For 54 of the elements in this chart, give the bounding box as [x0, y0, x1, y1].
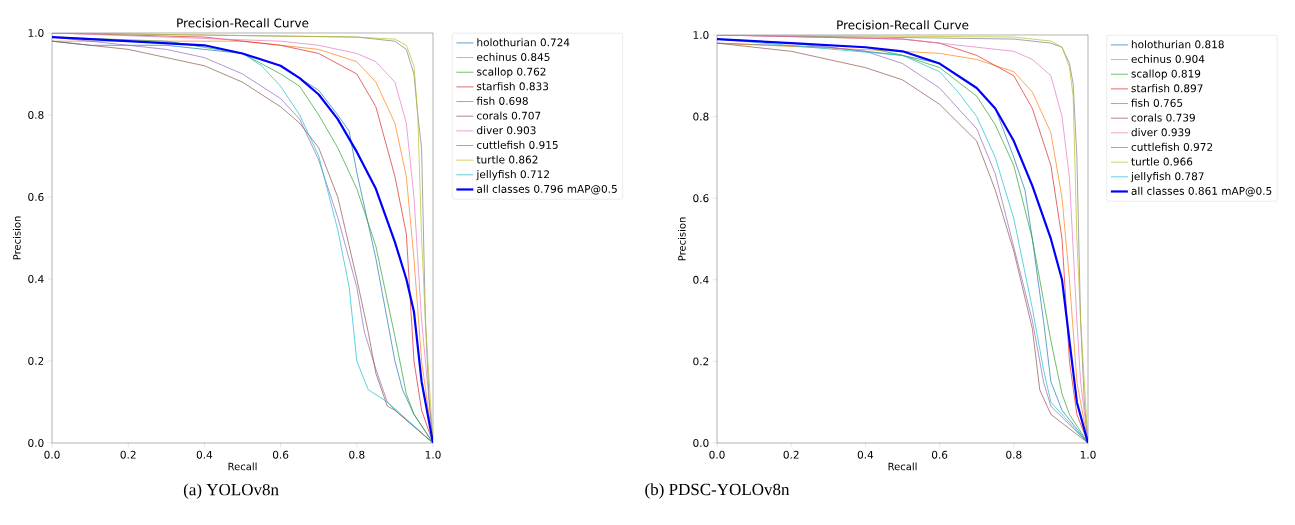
y-tick-label: 0.8 [693, 112, 709, 121]
legend-label: scallop 0.762 [477, 67, 546, 78]
x-axis-title: Recall [228, 462, 257, 471]
legend-label: starfish 0.897 [1131, 84, 1203, 93]
x-tick-label: 0.2 [783, 450, 799, 459]
legend-label: holothurian 0.818 [1131, 40, 1224, 49]
x-axis-title: Recall [888, 462, 917, 471]
x-tick-label: 0.8 [1006, 450, 1022, 459]
y-tick-label: 0.0 [693, 439, 709, 447]
x-tick-label: 0.6 [931, 450, 948, 459]
legend-label: fish 0.698 [476, 96, 528, 105]
x-tick-label: 0.2 [120, 450, 136, 459]
x-tick-label: 1.0 [1080, 450, 1096, 459]
x-tick-label: 0.4 [857, 450, 874, 459]
legend-label: all classes 0.861 mAP@0.5 [1131, 186, 1272, 197]
x-tick-label: 0.8 [349, 450, 365, 459]
legend-label: echinus 0.904 [1131, 54, 1205, 63]
text: (a) YOLOv8n [183, 483, 279, 499]
y-tick-label: 0.6 [693, 194, 709, 203]
legend-label: turtle 0.966 [1131, 157, 1193, 166]
x-tick-label: 0.0 [709, 450, 725, 459]
y-tick-label: 0.4 [693, 275, 709, 284]
y-axis-title: Precision [677, 217, 686, 261]
text: (b) PDSC-YOLOv8n [645, 483, 790, 499]
legend-label: diver 0.903 [477, 126, 536, 135]
y-tick-label: 1.0 [693, 31, 709, 39]
y-tick-label: 0.0 [28, 439, 44, 447]
y-tick-label: 0.2 [693, 357, 709, 366]
legend-label: diver 0.939 [1131, 128, 1191, 137]
legend-label: corals 0.739 [1131, 113, 1195, 122]
y-axis-title: Precision [12, 216, 21, 260]
y-tick-label: 0.8 [28, 111, 44, 119]
chart-title: Precision-Recall Curve [837, 20, 969, 30]
legend-label: cuttlefish 0.915 [477, 140, 558, 149]
x-tick-label: 1.0 [425, 450, 441, 459]
legend-label: scallop 0.819 [1131, 69, 1201, 80]
x-tick-label: 0.0 [44, 450, 60, 459]
legend-label: echinus 0.845 [477, 52, 550, 61]
y-tick-label: 1.0 [28, 29, 44, 37]
legend-label: corals 0.707 [477, 111, 541, 120]
legend-label: turtle 0.862 [476, 155, 538, 164]
legend-label: starfish 0.833 [477, 82, 549, 91]
legend-label: fish 0.765 [1131, 98, 1183, 107]
chart-title: Precision-Recall Curve [177, 18, 309, 28]
x-tick-label: 0.4 [196, 450, 213, 459]
y-tick-label: 0.4 [28, 275, 44, 283]
legend-label: jellyfish 0.712 [476, 170, 549, 181]
legend-label: holothurian 0.724 [477, 38, 570, 47]
legend-label: jellyfish 0.787 [1130, 172, 1204, 183]
x-tick-label: 0.6 [272, 450, 289, 459]
legend-label: cuttlefish 0.972 [1131, 142, 1213, 151]
y-tick-label: 0.6 [28, 193, 44, 201]
legend-label: all classes 0.796 mAP@0.5 [477, 184, 617, 195]
y-tick-label: 0.2 [28, 357, 44, 365]
